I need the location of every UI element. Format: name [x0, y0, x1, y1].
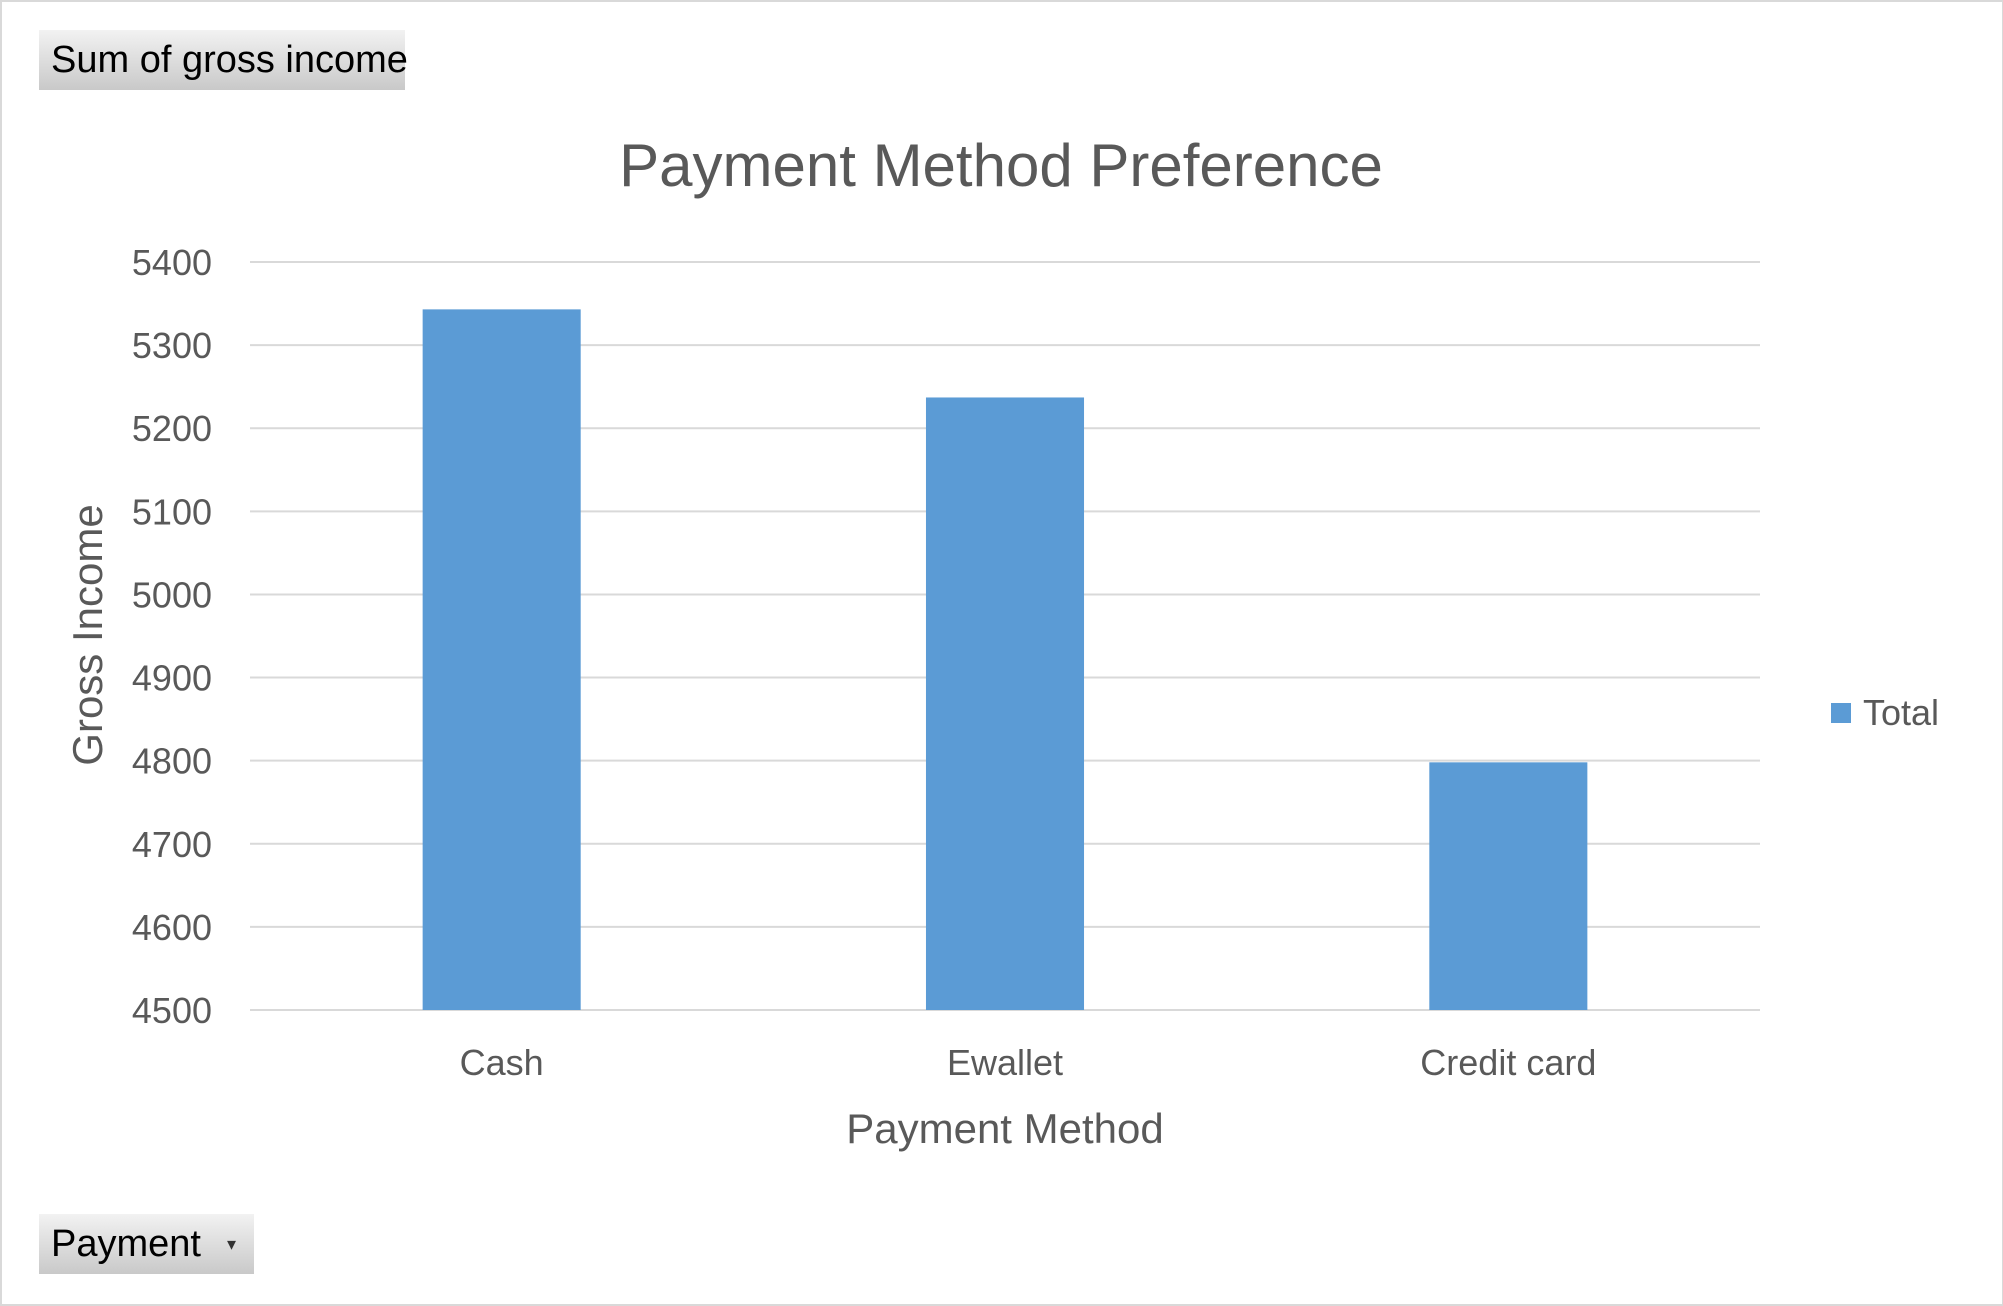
bar-ewallet[interactable]: [925, 397, 1085, 1011]
bars: [422, 309, 1588, 1011]
axis-field-label: Payment: [51, 1223, 201, 1265]
value-field-label: Sum of gross income: [51, 39, 408, 81]
bar-cash[interactable]: [422, 309, 581, 1011]
axis-field-button[interactable]: Payment ▾: [39, 1214, 254, 1274]
y-tick-label: 4700: [132, 824, 212, 865]
x-axis-labels: Cash Ewallet Credit card: [460, 1042, 1597, 1083]
legend: Total: [1831, 692, 1939, 733]
x-tick-label: Credit card: [1420, 1042, 1596, 1083]
x-axis-title: Payment Method: [846, 1105, 1164, 1152]
bar-credit-card[interactable]: [1429, 762, 1588, 1010]
y-tick-label: 5400: [132, 242, 212, 283]
legend-swatch: [1831, 703, 1851, 723]
y-tick-label: 4800: [132, 741, 212, 782]
chart-title: Payment Method Preference: [619, 132, 1383, 199]
chevron-down-icon[interactable]: ▾: [226, 1234, 236, 1254]
y-tick-label: 5100: [132, 491, 212, 532]
value-field-button[interactable]: Sum of gross income: [39, 30, 408, 90]
y-tick-label: 5000: [132, 574, 212, 615]
y-tick-label: 5200: [132, 408, 212, 449]
legend-label: Total: [1863, 692, 1939, 733]
y-axis-ticks: 4500 4600 4700 4800 4900 5000 5100 5200 5300 5400: [132, 242, 212, 1031]
y-axis-title: Gross Income: [64, 504, 111, 765]
y-tick-label: 4600: [132, 907, 212, 948]
y-tick-label: 4900: [132, 658, 212, 699]
y-tick-label: 4500: [132, 990, 212, 1031]
x-tick-label: Cash: [460, 1042, 544, 1083]
y-tick-label: 5300: [132, 325, 212, 366]
x-tick-label: Ewallet: [947, 1042, 1063, 1083]
